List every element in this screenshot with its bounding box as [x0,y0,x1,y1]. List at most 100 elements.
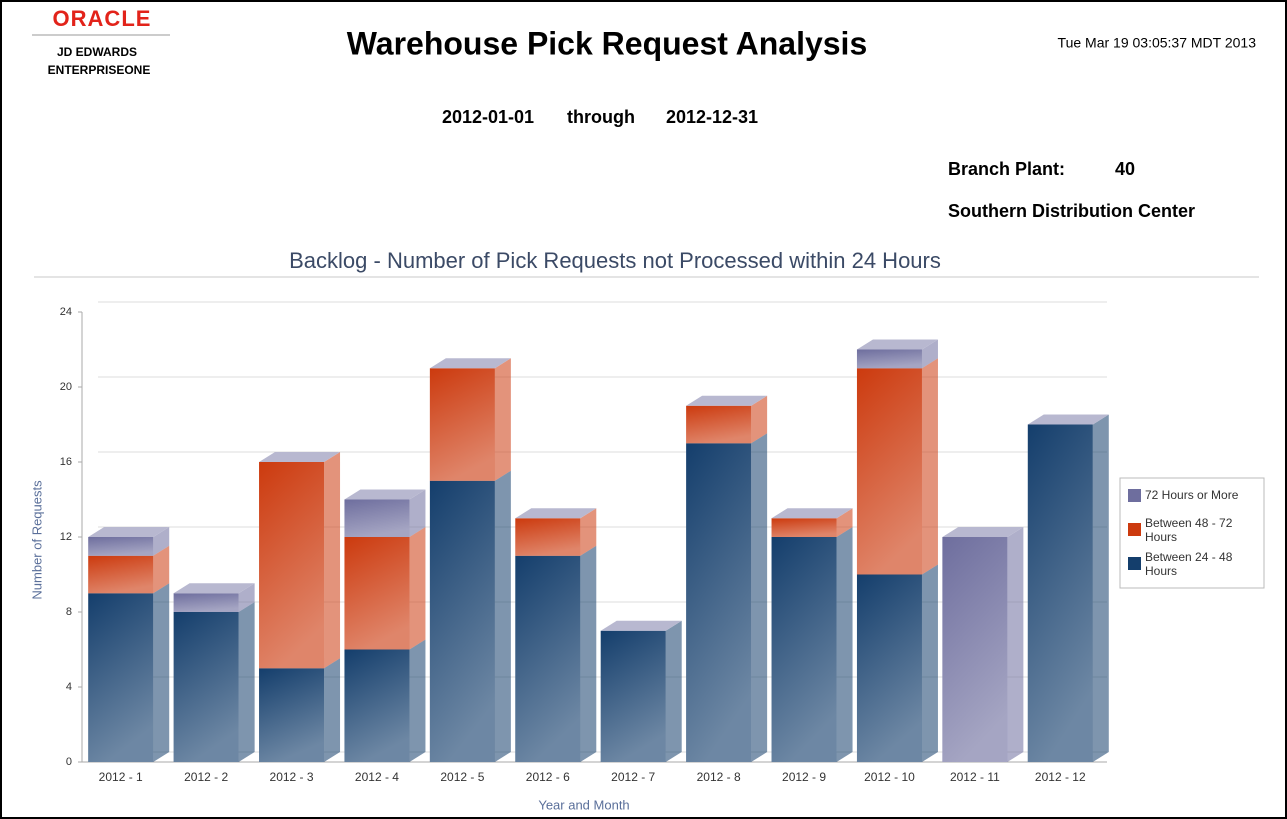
bar-side [324,452,341,669]
bar-side [921,564,938,762]
bar-shade [600,630,666,762]
bar-shade [88,537,154,556]
bar-shade [344,499,410,537]
bar-side [153,583,170,762]
bar-shade [515,555,581,762]
y-tick-label: 4 [66,681,72,693]
bar [173,583,255,612]
bar-shade [259,462,325,669]
bar [686,433,768,762]
bar-top [856,339,938,350]
bar-top [942,527,1024,537]
bar [88,545,170,594]
bar [771,508,853,537]
legend-swatch [1128,557,1141,570]
bar-side [409,489,426,537]
bar [600,620,682,762]
logo: ORACLE [53,6,152,31]
legend-swatch [1128,489,1141,502]
bar-shade [429,480,495,762]
product-line: ENTERPRISEONE [48,63,151,77]
bar-shade [686,443,752,762]
bar-shade [344,537,410,650]
branch-value: 40 [1115,159,1135,179]
bar [686,395,768,444]
chart-title: Backlog - Number of Pick Requests not Pr… [289,248,941,273]
bar-shade [856,368,922,575]
x-tick-label: 2012 - 1 [99,770,143,784]
bar-shade [173,593,239,612]
date-to: 2012-12-31 [666,107,758,127]
bar-shade [942,537,1008,762]
x-axis-label: Year and Month [538,797,629,812]
x-tick-label: 2012 - 12 [1035,770,1086,784]
bar [173,602,255,762]
bar-side [836,508,853,537]
bar-side [836,527,853,762]
y-tick-label: 24 [60,306,72,318]
y-tick-label: 16 [60,456,72,468]
bar-top [1027,414,1109,425]
bar-side [409,527,426,650]
bar [344,527,426,650]
legend-box [1119,477,1265,589]
bar-side [921,358,938,575]
bar-side [580,545,597,762]
bar-side [751,395,768,444]
bar-side [494,358,511,481]
bar-side [153,527,170,556]
bar-top [173,583,255,594]
bar-shade [515,518,581,556]
bar-side [751,433,768,762]
bar [1027,414,1109,762]
x-tick-label: 2012 - 5 [440,770,484,784]
bar-shade [771,518,837,537]
bar-side [238,583,255,612]
bar-shade [173,612,239,762]
bar-side [238,602,255,762]
bar-top [600,620,682,631]
x-tick-label: 2012 - 4 [355,770,399,784]
y-axis-label: Number of Requests [29,480,44,600]
bar [942,527,1024,762]
bar-side [494,470,511,762]
x-tick-label: 2012 - 6 [526,770,570,784]
y-tick-label: 0 [66,756,72,768]
bar [515,508,597,556]
bar-side [1007,527,1024,762]
bar-side [665,620,682,762]
date-from: 2012-01-01 [442,107,534,127]
bar-top [515,508,597,519]
bar-top [771,508,853,519]
bar-top [686,395,768,406]
x-tick-label: 2012 - 7 [611,770,655,784]
bar-shade [856,574,922,762]
bar-side [921,339,938,369]
x-tick-label: 2012 - 3 [270,770,314,784]
bar [259,658,341,762]
bar [429,358,511,481]
legend-label: Between 48 - 72 Hours [1145,516,1233,544]
branch-label: Branch Plant: [948,159,1065,179]
date-through: through [567,107,635,127]
bar [429,470,511,762]
x-tick-label: 2012 - 8 [697,770,741,784]
bar [344,639,426,762]
bar-side [324,658,341,762]
bar-shade [771,537,837,762]
bar-side [580,508,597,556]
bar [856,339,938,369]
x-tick-label: 2012 - 11 [950,770,1000,784]
bar-shade [856,349,922,369]
bar-shade [1027,424,1093,762]
report-title: Warehouse Pick Request Analysis [347,25,867,61]
bar [856,564,938,762]
bar-top [259,452,341,462]
bar-shade [344,649,410,762]
legend-label: 72 Hours or More [1145,488,1239,502]
x-tick-label: 2012 - 2 [184,770,228,784]
bar [88,583,170,762]
bar [344,489,426,537]
bar [856,358,938,575]
